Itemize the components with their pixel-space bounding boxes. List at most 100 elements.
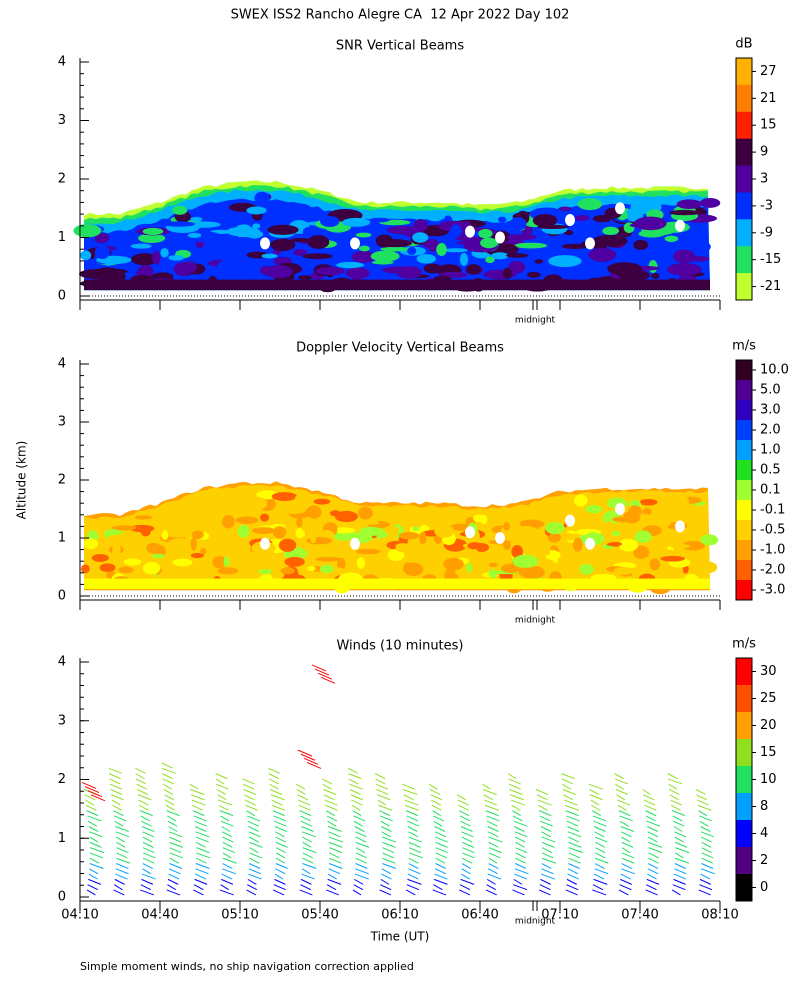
wind-barb [566, 884, 579, 891]
wind-barb [674, 863, 686, 869]
colorbar-frame [735, 359, 753, 601]
wind-barb [375, 783, 388, 790]
wind-barb [565, 889, 578, 896]
wind-barb [218, 799, 233, 806]
x-tick-label: 06:40 [461, 908, 498, 923]
x-axis-label: Time (UT) [370, 930, 430, 944]
field-cell [557, 556, 568, 565]
wind-barb [275, 868, 286, 875]
field-cell [450, 224, 462, 239]
wind-barb [329, 847, 342, 854]
wind-barb [514, 836, 526, 843]
colorbar-unit: m/s [732, 637, 756, 652]
field-cell [579, 564, 594, 575]
wind-barb [274, 873, 284, 880]
colorbar-label: -2.0 [760, 563, 785, 578]
field-cell [371, 260, 394, 265]
wind-barb [270, 789, 283, 795]
wind-barb [327, 873, 337, 880]
wind-barb [218, 804, 229, 811]
wind-barb [484, 804, 499, 811]
wind-barb [541, 868, 554, 875]
field-cell [302, 226, 318, 238]
wind-barb [272, 804, 286, 811]
wind-barb [325, 804, 338, 811]
field-cell [135, 270, 154, 275]
wind-barb [514, 826, 525, 832]
wind-barb [111, 799, 121, 806]
wind-barb [142, 857, 155, 864]
wind-barb [216, 783, 229, 790]
field-cell [387, 549, 405, 561]
wind-barb [111, 794, 124, 801]
y-tick-label: 4 [58, 357, 66, 372]
midnight-label: midnight [515, 917, 556, 927]
wind-barb [216, 789, 227, 795]
field-cell [223, 556, 230, 567]
wind-barb [89, 841, 102, 848]
wind-barb [589, 789, 600, 795]
wind-barb [89, 831, 103, 838]
field-cell [254, 191, 270, 205]
wind-barb [116, 857, 131, 864]
wind-barb [347, 767, 358, 774]
x-tick-label: 04:10 [61, 908, 98, 923]
wind-barb [244, 799, 256, 806]
field-cell [548, 255, 582, 268]
wind-barb [222, 841, 233, 848]
wind-barb [668, 789, 680, 795]
wind-barb [592, 884, 604, 891]
wind-barb [351, 799, 363, 806]
wind-barb [322, 778, 333, 785]
wind-barb [136, 783, 148, 790]
field-cell [306, 505, 322, 519]
colorbar-label: 15 [760, 745, 777, 760]
field-cell [246, 206, 267, 215]
wind-barb [249, 852, 263, 859]
field-cell [607, 262, 642, 276]
wind-barb [167, 820, 178, 827]
wind-barb [194, 878, 208, 885]
wind-barb [221, 873, 233, 880]
wind-barb [329, 857, 342, 864]
wind-barb [355, 857, 367, 864]
wind-barb [568, 836, 579, 843]
wind-barb [327, 820, 337, 827]
wind-barb [408, 857, 419, 864]
wind-barb [675, 847, 690, 854]
wind-barb [378, 804, 393, 811]
wind-barb [647, 868, 659, 875]
wind-barb [486, 884, 496, 891]
wind-barb [408, 836, 422, 843]
field-cell [237, 524, 250, 538]
wind-barb [541, 852, 554, 859]
field-cell [669, 209, 701, 216]
wind-barb [643, 794, 655, 801]
field-cell [615, 519, 629, 533]
wind-barb [377, 794, 391, 801]
wind-barb [163, 789, 174, 795]
field-cell [410, 519, 422, 529]
field-cell [491, 252, 509, 260]
wind-barb [614, 773, 624, 780]
wind-barb [195, 831, 210, 838]
wind-barb [268, 778, 280, 785]
wind-barb [164, 799, 175, 806]
field-cell [161, 530, 169, 541]
field-cell [278, 538, 297, 552]
wind-barb [141, 820, 152, 827]
wind-barb [382, 847, 395, 854]
y-tick-label: 2 [58, 172, 66, 187]
field-cell [294, 495, 312, 501]
field-cell [577, 198, 603, 211]
wind-barb [217, 794, 227, 801]
wind-barb [568, 863, 580, 869]
wind-barb [696, 794, 707, 801]
wind-barb [643, 799, 656, 806]
wind-barb [135, 778, 146, 785]
colorbar-unit: m/s [732, 339, 756, 354]
wind-barb [460, 878, 475, 885]
field-cell [628, 505, 642, 519]
wind-barb [110, 789, 123, 795]
field-cell [96, 528, 104, 533]
